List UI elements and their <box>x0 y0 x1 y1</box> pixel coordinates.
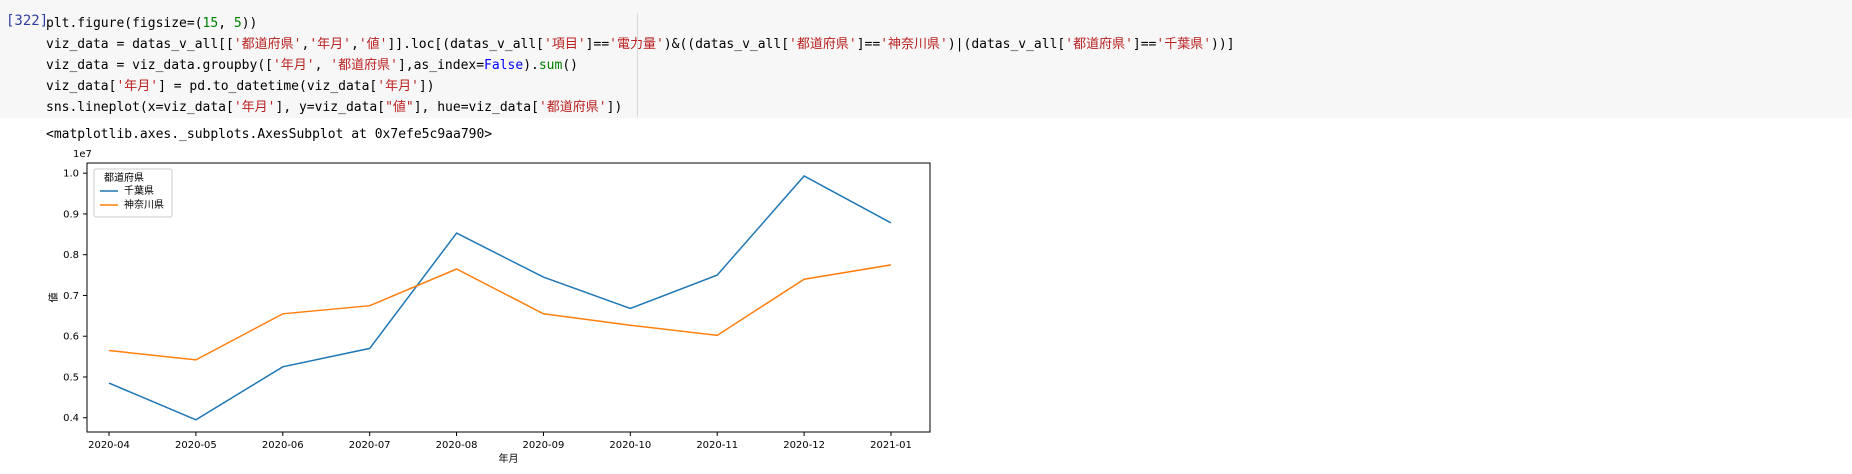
code-token: , <box>218 16 234 31</box>
code-token: ], hue=viz_data[ <box>413 100 539 115</box>
x-tick-label: 2020-09 <box>523 440 565 451</box>
ruler-line <box>637 13 638 117</box>
code-token: plt.figure(figsize=( <box>46 16 203 31</box>
code-token: '都道府県' <box>789 37 857 52</box>
code-token: '項目' <box>544 37 586 52</box>
x-tick-label: 2021-01 <box>870 440 912 451</box>
code-token: ]].loc[(datas_v_all[ <box>387 37 545 52</box>
code-line: sns.lineplot(x=viz_data['年月'], y=viz_dat… <box>46 97 1235 118</box>
code-token: False <box>484 58 524 73</box>
legend-entry: 千葉県 <box>124 184 154 197</box>
code-token: sum <box>538 58 563 73</box>
code-token: 15 <box>202 16 219 31</box>
code-token: '神奈川県' <box>880 37 948 52</box>
code-token: ]) <box>418 79 435 94</box>
plot-frame <box>86 162 931 433</box>
code-editor[interactable]: plt.figure(figsize=(15, 5)) viz_data = da… <box>46 13 1235 118</box>
x-tick-label: 2020-05 <box>175 440 217 451</box>
code-token: '電力量' <box>609 37 664 52</box>
code-token: ], y=viz_data[ <box>275 100 386 115</box>
x-tick-label: 2020-06 <box>262 440 304 451</box>
code-token: "値" <box>385 100 414 115</box>
x-axis-label: 年月 <box>499 452 519 465</box>
code-token: sns.lineplot(x=viz_data[ <box>46 100 234 115</box>
y-tick-label: 0.6 <box>63 332 79 343</box>
code-token: ]) <box>606 100 623 115</box>
series-line-2 <box>108 264 892 361</box>
code-token: )&((datas_v_all[ <box>663 37 790 52</box>
code-token: '年月' <box>116 79 159 94</box>
x-tick-label: 2020-04 <box>88 440 130 451</box>
code-token: '都道府県' <box>1065 37 1133 52</box>
code-line: viz_data = viz_data.groupby(['年月', '都道府県… <box>46 55 1235 76</box>
code-line: plt.figure(figsize=(15, 5)) <box>46 13 1235 34</box>
y-tick-label: 0.5 <box>63 372 79 383</box>
x-tick-label: 2020-11 <box>696 440 738 451</box>
code-token: '年月' <box>377 79 419 94</box>
code-token: ]== <box>1132 37 1157 52</box>
series-line-1 <box>108 175 892 421</box>
code-token: ],as_index= <box>397 58 485 73</box>
code-token: '年月' <box>309 37 351 52</box>
y-tick-label: 0.8 <box>63 250 79 261</box>
code-token: '年月' <box>233 100 276 115</box>
legend-title: 都道府県 <box>104 171 144 184</box>
code-token: )|(datas_v_all[ <box>947 37 1066 52</box>
code-token: 5 <box>233 16 242 31</box>
x-tick-label: 2020-08 <box>436 440 478 451</box>
code-token: , <box>314 58 331 73</box>
code-line: viz_data['年月'] = pd.to_datetime(viz_data… <box>46 76 1235 97</box>
code-token: ]== <box>585 37 610 52</box>
code-line: viz_data = datas_v_all[['都道府県','年月','値']… <box>46 34 1235 55</box>
code-token: , <box>301 37 310 52</box>
y-tick-label: 0.7 <box>63 291 79 302</box>
code-token: '都道府県' <box>538 100 607 115</box>
code-token: )) <box>241 16 258 31</box>
x-tick-label: 2020-10 <box>609 440 651 451</box>
code-token: , <box>350 37 359 52</box>
code-token: '年月' <box>272 58 315 73</box>
code-token: ))] <box>1211 37 1235 52</box>
code-token: viz_data = datas_v_all[[ <box>46 37 234 52</box>
y-axis-label: 値 <box>47 293 60 303</box>
y-tick-label: 1.0 <box>63 169 79 180</box>
execution-count: [322] <box>6 13 49 29</box>
code-cell-input[interactable]: [322] plt.figure(figsize=(15, 5)) viz_dat… <box>0 0 1852 118</box>
legend-entry: 神奈川県 <box>124 198 164 211</box>
y-tick-label: 0.4 <box>63 413 79 424</box>
code-token: '都道府県' <box>233 37 302 52</box>
code-token: ). <box>523 58 539 73</box>
code-token: '千葉県' <box>1156 37 1212 52</box>
output-repr: <matplotlib.axes._subplots.AxesSubplot a… <box>46 127 493 142</box>
y-offset-text: 1e7 <box>73 149 92 160</box>
x-tick-label: 2020-12 <box>783 440 825 451</box>
code-token: '都道府県' <box>330 58 398 73</box>
code-token: viz_data = viz_data.groupby([ <box>46 58 273 73</box>
y-tick-label: 0.9 <box>63 209 79 220</box>
code-token: ] = pd.to_datetime(viz_data[ <box>158 79 378 94</box>
x-tick-label: 2020-07 <box>349 440 391 451</box>
code-token: '値' <box>358 37 388 52</box>
code-token: ]== <box>856 37 881 52</box>
code-token: viz_data[ <box>46 79 117 94</box>
code-token: () <box>562 58 578 73</box>
